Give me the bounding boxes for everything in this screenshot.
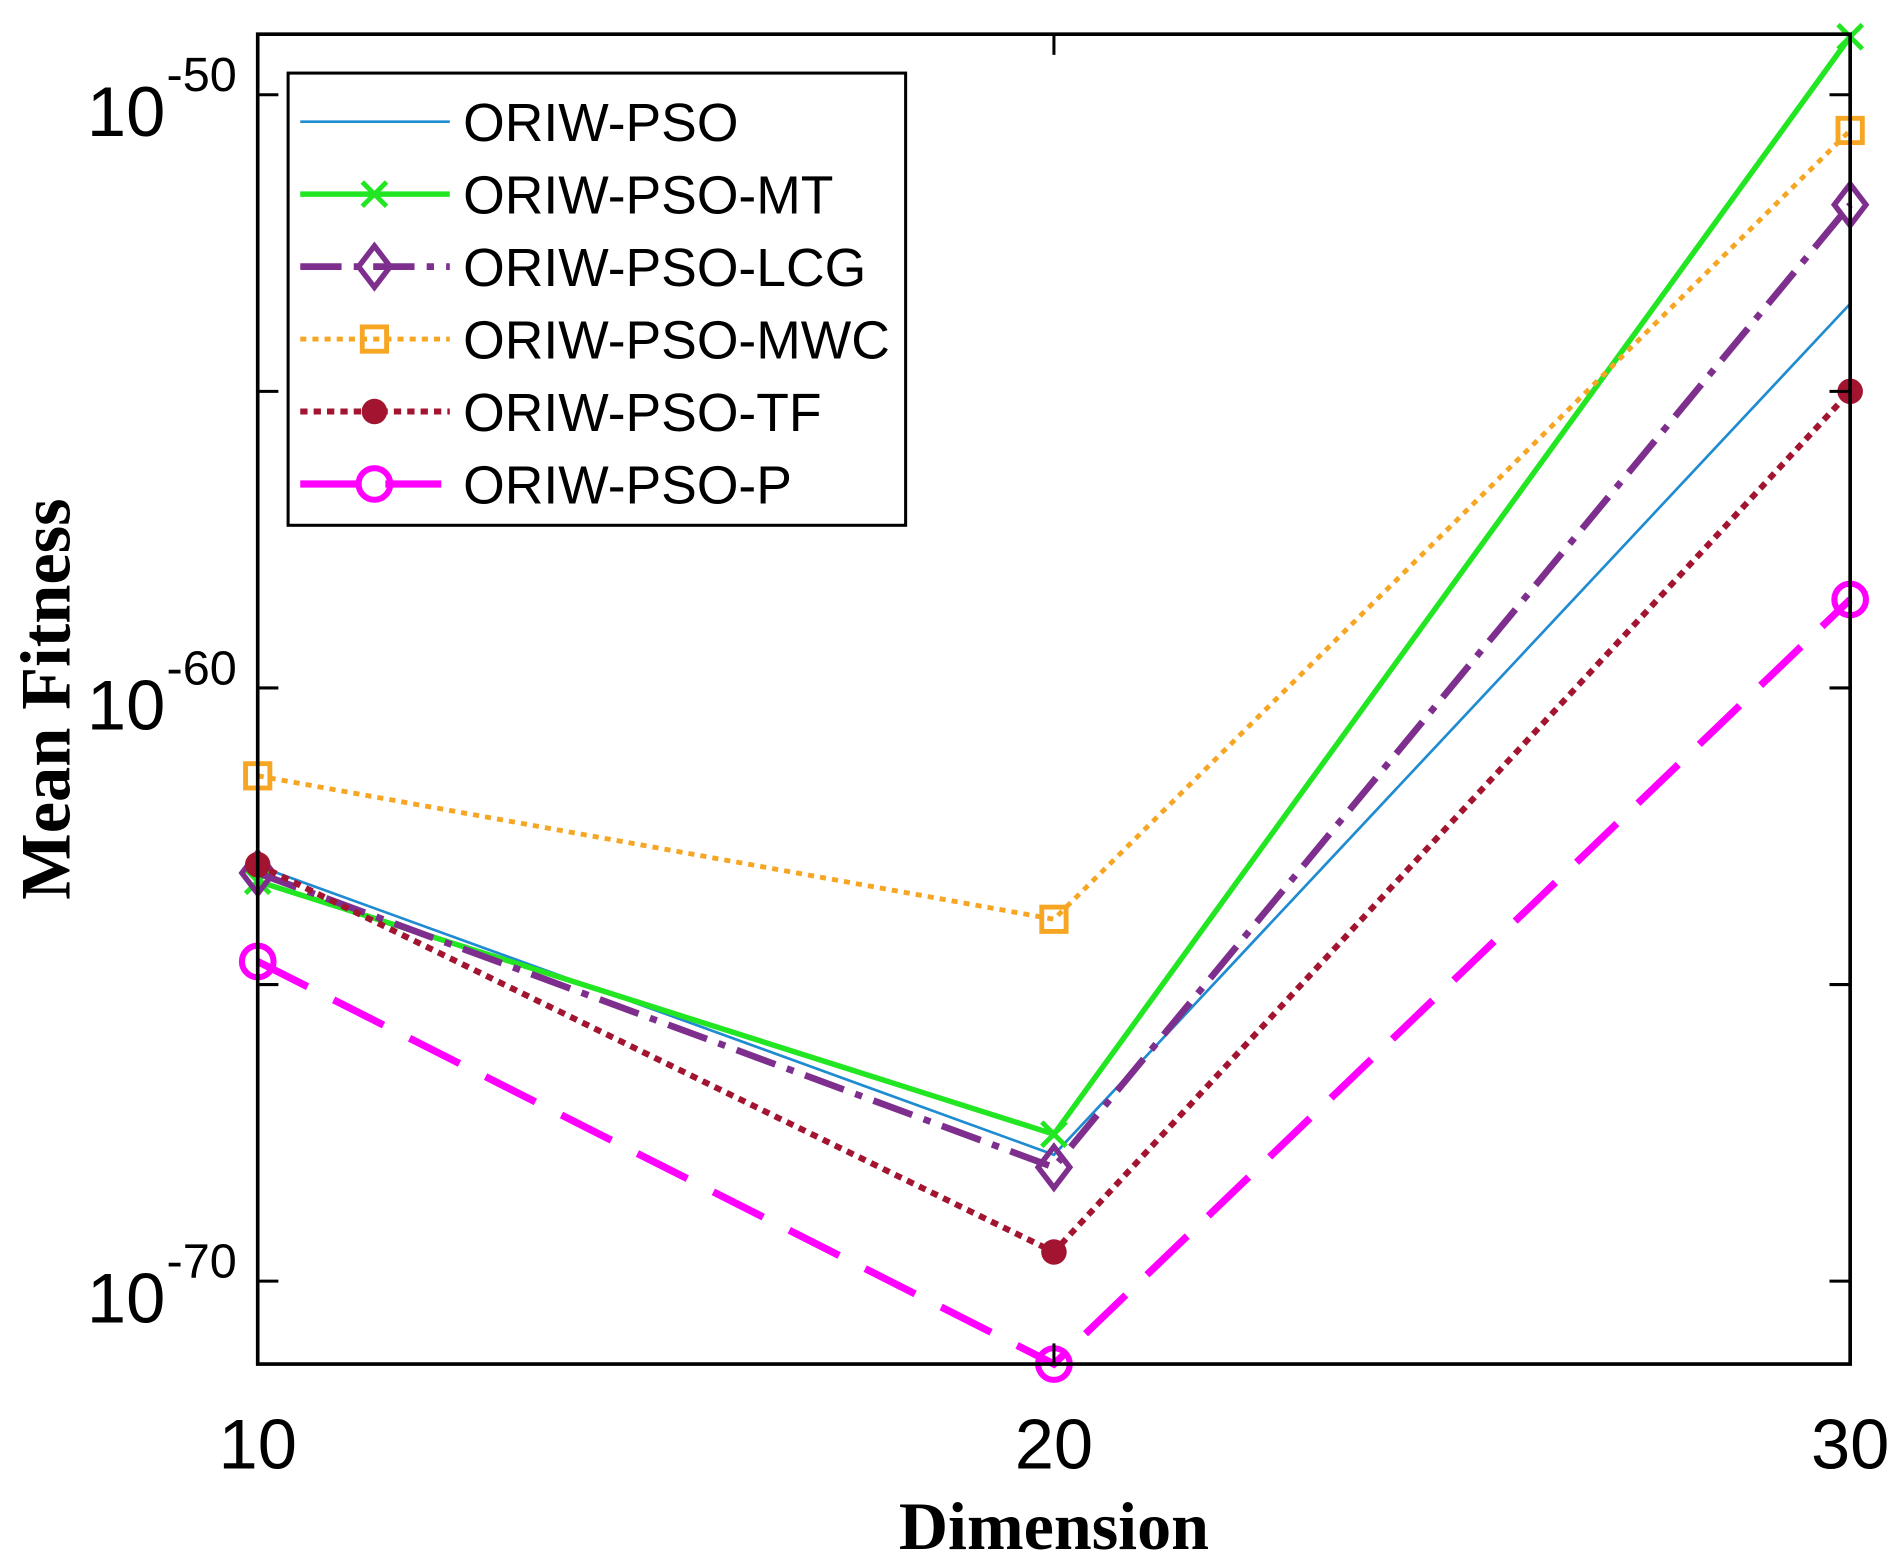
y-tick-label-exponent: -60 [167,641,237,695]
series-line-oriw-pso [257,302,1852,1157]
series-line-oriw-pso-mwc [257,128,1852,922]
axes-layer [255,32,1852,1366]
legend: ORIW-PSO ORIW-PSO-MT ORIW-PSO-LCG ORIW-PSO-… [286,71,908,527]
legend-marker-cross [360,180,389,209]
legend-label: ORIW-PSO-LCG [463,239,866,298]
data-point-marker-diamond [1034,1142,1074,1193]
legend-label: ORIW-PSO-MT [463,167,833,226]
y-axis-label: Mean Fitness [7,498,85,899]
legend-label: ORIW-PSO-MWC [463,312,890,371]
legend-entry: ORIW-PSO-MT [300,167,833,226]
legend-marker-square [359,324,389,354]
series-line-oriw-pso-lcg [256,202,1853,1172]
y-tick-label-exponent: -50 [167,48,237,102]
legend-marker-circle [355,465,394,503]
x-tick-label: 20 [1015,1405,1093,1484]
legend-box [286,71,908,527]
data-point-marker-dot [1041,1239,1067,1265]
legend-label: ORIW-PSO-TF [463,384,821,443]
legend-entry: ORIW-PSO-P [300,456,792,515]
x-axis-label: Dimension [899,1488,1209,1564]
y-tick-label-base: 10 [87,665,165,744]
data-point-marker-cross [1040,1120,1068,1149]
legend-entry: ORIW-PSO-TF [300,384,822,443]
legend-marker-dot [361,398,388,425]
y-tick-label-exponent: -70 [167,1234,237,1288]
series-oriw-pso [257,302,1852,1157]
x-tick-label: 10 [218,1405,296,1484]
y-tick-label-base: 10 [87,72,165,151]
legend-marker-diamond [355,241,394,292]
legend-label: ORIW-PSO-P [463,456,792,515]
x-tick-label: 30 [1811,1405,1889,1484]
legend-entry: ORIW-PSO-MWC [300,312,890,371]
legend-entry: ORIW-PSO [300,94,738,153]
y-tick-label-base: 10 [87,1258,165,1337]
legend-entry: ORIW-PSO-LCG [300,239,866,298]
data-point-marker-square [1039,904,1069,934]
legend-label: ORIW-PSO [463,94,738,153]
